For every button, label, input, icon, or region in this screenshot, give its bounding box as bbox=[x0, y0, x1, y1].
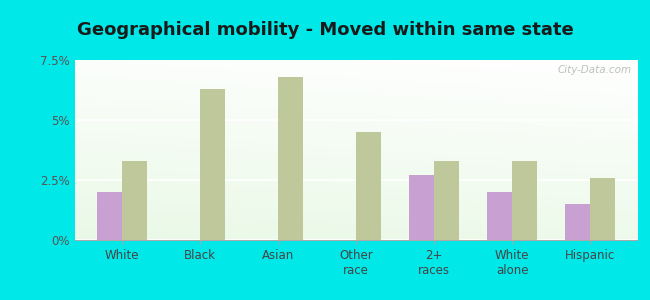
Bar bbox=[434, 161, 459, 240]
Bar bbox=[278, 77, 303, 240]
Bar bbox=[97, 192, 122, 240]
Bar bbox=[122, 161, 147, 240]
Bar bbox=[590, 178, 615, 240]
Bar bbox=[200, 89, 225, 240]
Bar bbox=[512, 161, 537, 240]
Bar bbox=[409, 175, 434, 240]
Bar bbox=[356, 132, 381, 240]
Bar bbox=[487, 192, 512, 240]
Text: Geographical mobility - Moved within same state: Geographical mobility - Moved within sam… bbox=[77, 21, 573, 39]
Text: City-Data.com: City-Data.com bbox=[557, 65, 631, 75]
Bar bbox=[565, 204, 590, 240]
